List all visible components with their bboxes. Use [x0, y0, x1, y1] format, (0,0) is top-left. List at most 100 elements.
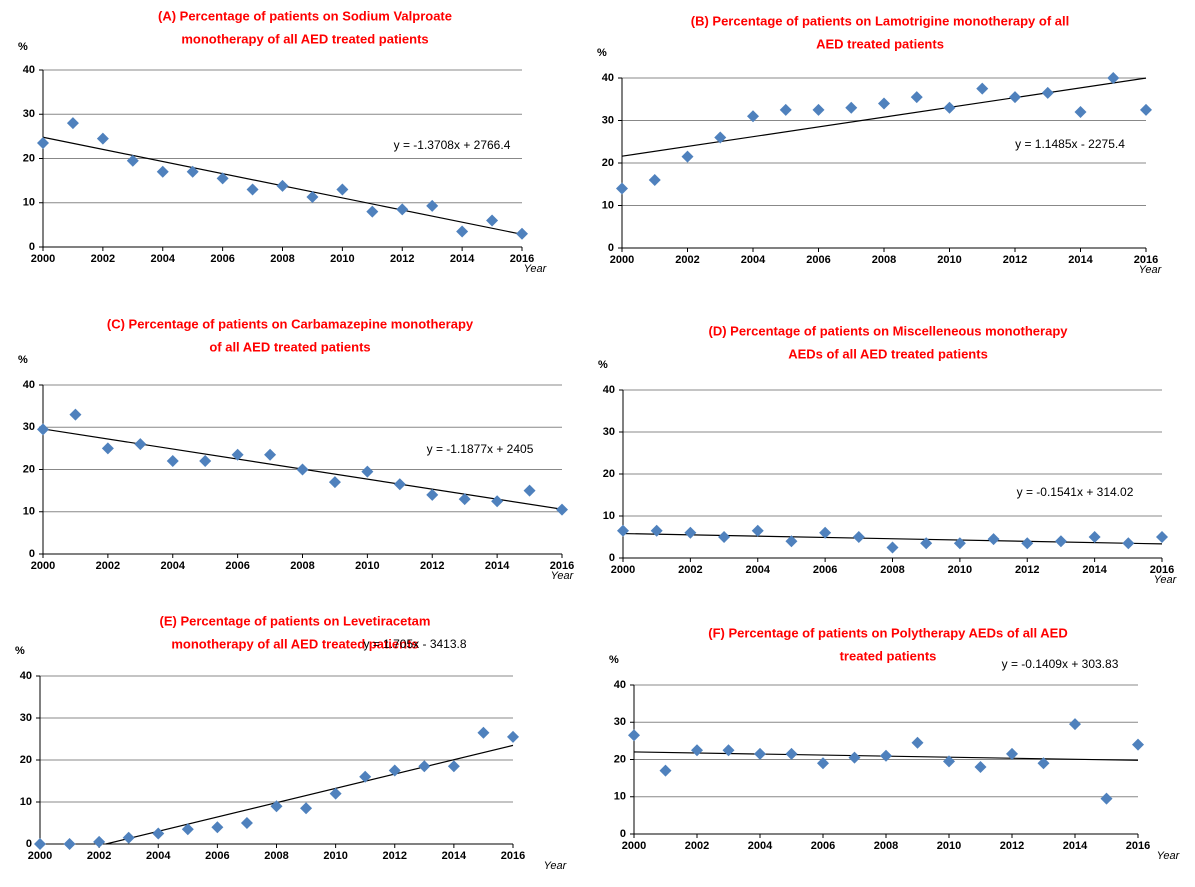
- y-tick-label: 30: [23, 108, 35, 120]
- x-tick-label: 2000: [31, 253, 55, 265]
- x-tick-label: 2006: [210, 253, 234, 265]
- data-point: [300, 802, 313, 815]
- data-point: [101, 442, 114, 455]
- trend-line: [622, 532, 1163, 545]
- data-point: [126, 154, 139, 167]
- y-axis-label: %: [18, 41, 28, 53]
- x-tick-label: 2000: [611, 564, 635, 576]
- data-point: [199, 455, 212, 468]
- y-tick-label: 40: [23, 379, 35, 391]
- data-point: [328, 476, 341, 489]
- x-tick-label: 2002: [91, 253, 115, 265]
- y-axis-label: %: [18, 354, 28, 366]
- x-tick-label: 2016: [510, 253, 534, 265]
- data-point: [880, 749, 892, 762]
- y-tick-label: 40: [602, 72, 614, 84]
- x-tick-label: 2014: [1068, 254, 1093, 266]
- data-point: [1074, 106, 1087, 118]
- data-point: [819, 526, 832, 539]
- data-point: [456, 225, 469, 238]
- y-tick-label: 40: [603, 384, 615, 396]
- data-point: [943, 755, 955, 768]
- data-point: [1100, 792, 1113, 805]
- data-point: [785, 535, 798, 548]
- data-point: [1088, 531, 1101, 543]
- x-tick-label: 2006: [813, 564, 837, 576]
- trend-equation: y = -1.3708x + 2766.4: [394, 138, 511, 152]
- data-point: [34, 838, 46, 850]
- data-point: [37, 137, 49, 150]
- data-point: [458, 493, 471, 506]
- data-point: [718, 531, 731, 543]
- data-point: [617, 524, 629, 537]
- x-tick-label: 2004: [741, 254, 766, 266]
- y-tick-label: 30: [614, 716, 626, 728]
- x-tick-label: 2012: [1003, 254, 1027, 266]
- x-axis-label: Year: [1154, 574, 1178, 586]
- x-tick-label: 2006: [811, 840, 835, 852]
- data-point: [1069, 718, 1081, 731]
- x-tick-label: 2012: [383, 850, 407, 862]
- trend-equation: y = 1.1485x - 2275.4: [1015, 137, 1125, 151]
- data-point: [812, 103, 825, 116]
- chart-title: (D) Percentage of patients on Miscellene…: [708, 323, 1068, 338]
- data-point: [1107, 72, 1120, 84]
- data-point: [911, 736, 924, 749]
- data-point: [974, 760, 987, 773]
- y-tick-label: 0: [29, 548, 35, 560]
- data-point: [1037, 757, 1050, 770]
- x-tick-label: 2012: [420, 560, 444, 572]
- x-tick-label: 2006: [225, 560, 249, 572]
- data-point: [516, 227, 528, 240]
- y-tick-label: 0: [609, 552, 615, 564]
- x-tick-label: 2010: [937, 254, 961, 266]
- x-tick-label: 2002: [685, 840, 709, 852]
- data-point: [659, 764, 672, 777]
- x-axis-label: Year: [544, 860, 568, 872]
- y-axis-label: %: [15, 645, 25, 657]
- x-tick-label: 2012: [390, 253, 414, 265]
- y-tick-label: 30: [23, 421, 35, 433]
- data-point: [910, 91, 923, 104]
- y-tick-label: 10: [20, 796, 32, 808]
- data-point: [181, 823, 194, 836]
- data-point: [628, 729, 640, 742]
- data-point: [1006, 747, 1018, 760]
- chart-title: (E) Percentage of patients on Levetirace…: [160, 613, 431, 628]
- x-tick-label: 2010: [330, 253, 354, 265]
- chart-title: (F) Percentage of patients on Polytherap…: [708, 625, 1068, 640]
- x-tick-label: 2010: [937, 840, 961, 852]
- data-point: [691, 744, 703, 757]
- data-point: [507, 730, 519, 743]
- x-tick-label: 2010: [323, 850, 347, 862]
- data-point: [650, 524, 663, 537]
- trend-line: [621, 77, 1147, 157]
- y-tick-label: 0: [26, 838, 32, 850]
- data-point: [684, 526, 697, 539]
- data-point: [845, 101, 858, 114]
- data-point: [447, 760, 460, 773]
- chart-title: of all AED treated patients: [209, 339, 370, 354]
- y-tick-label: 0: [29, 241, 35, 253]
- data-point: [216, 172, 229, 185]
- x-axis-label: Year: [1157, 850, 1181, 862]
- data-point: [388, 764, 401, 777]
- data-point: [152, 827, 165, 840]
- data-point: [477, 726, 490, 739]
- data-point: [616, 182, 628, 195]
- data-point: [1132, 738, 1144, 751]
- data-point: [556, 503, 568, 516]
- x-tick-label: 2004: [161, 560, 186, 572]
- data-point: [366, 205, 379, 218]
- y-tick-label: 20: [603, 468, 615, 480]
- data-point: [426, 199, 439, 212]
- data-point: [306, 190, 319, 203]
- y-axis-label: %: [609, 654, 619, 666]
- data-point: [785, 747, 798, 760]
- data-point: [359, 770, 372, 783]
- x-tick-label: 2008: [290, 560, 314, 572]
- data-point: [134, 438, 147, 451]
- data-point: [396, 203, 409, 216]
- x-tick-label: 2000: [622, 840, 646, 852]
- data-point: [878, 97, 890, 110]
